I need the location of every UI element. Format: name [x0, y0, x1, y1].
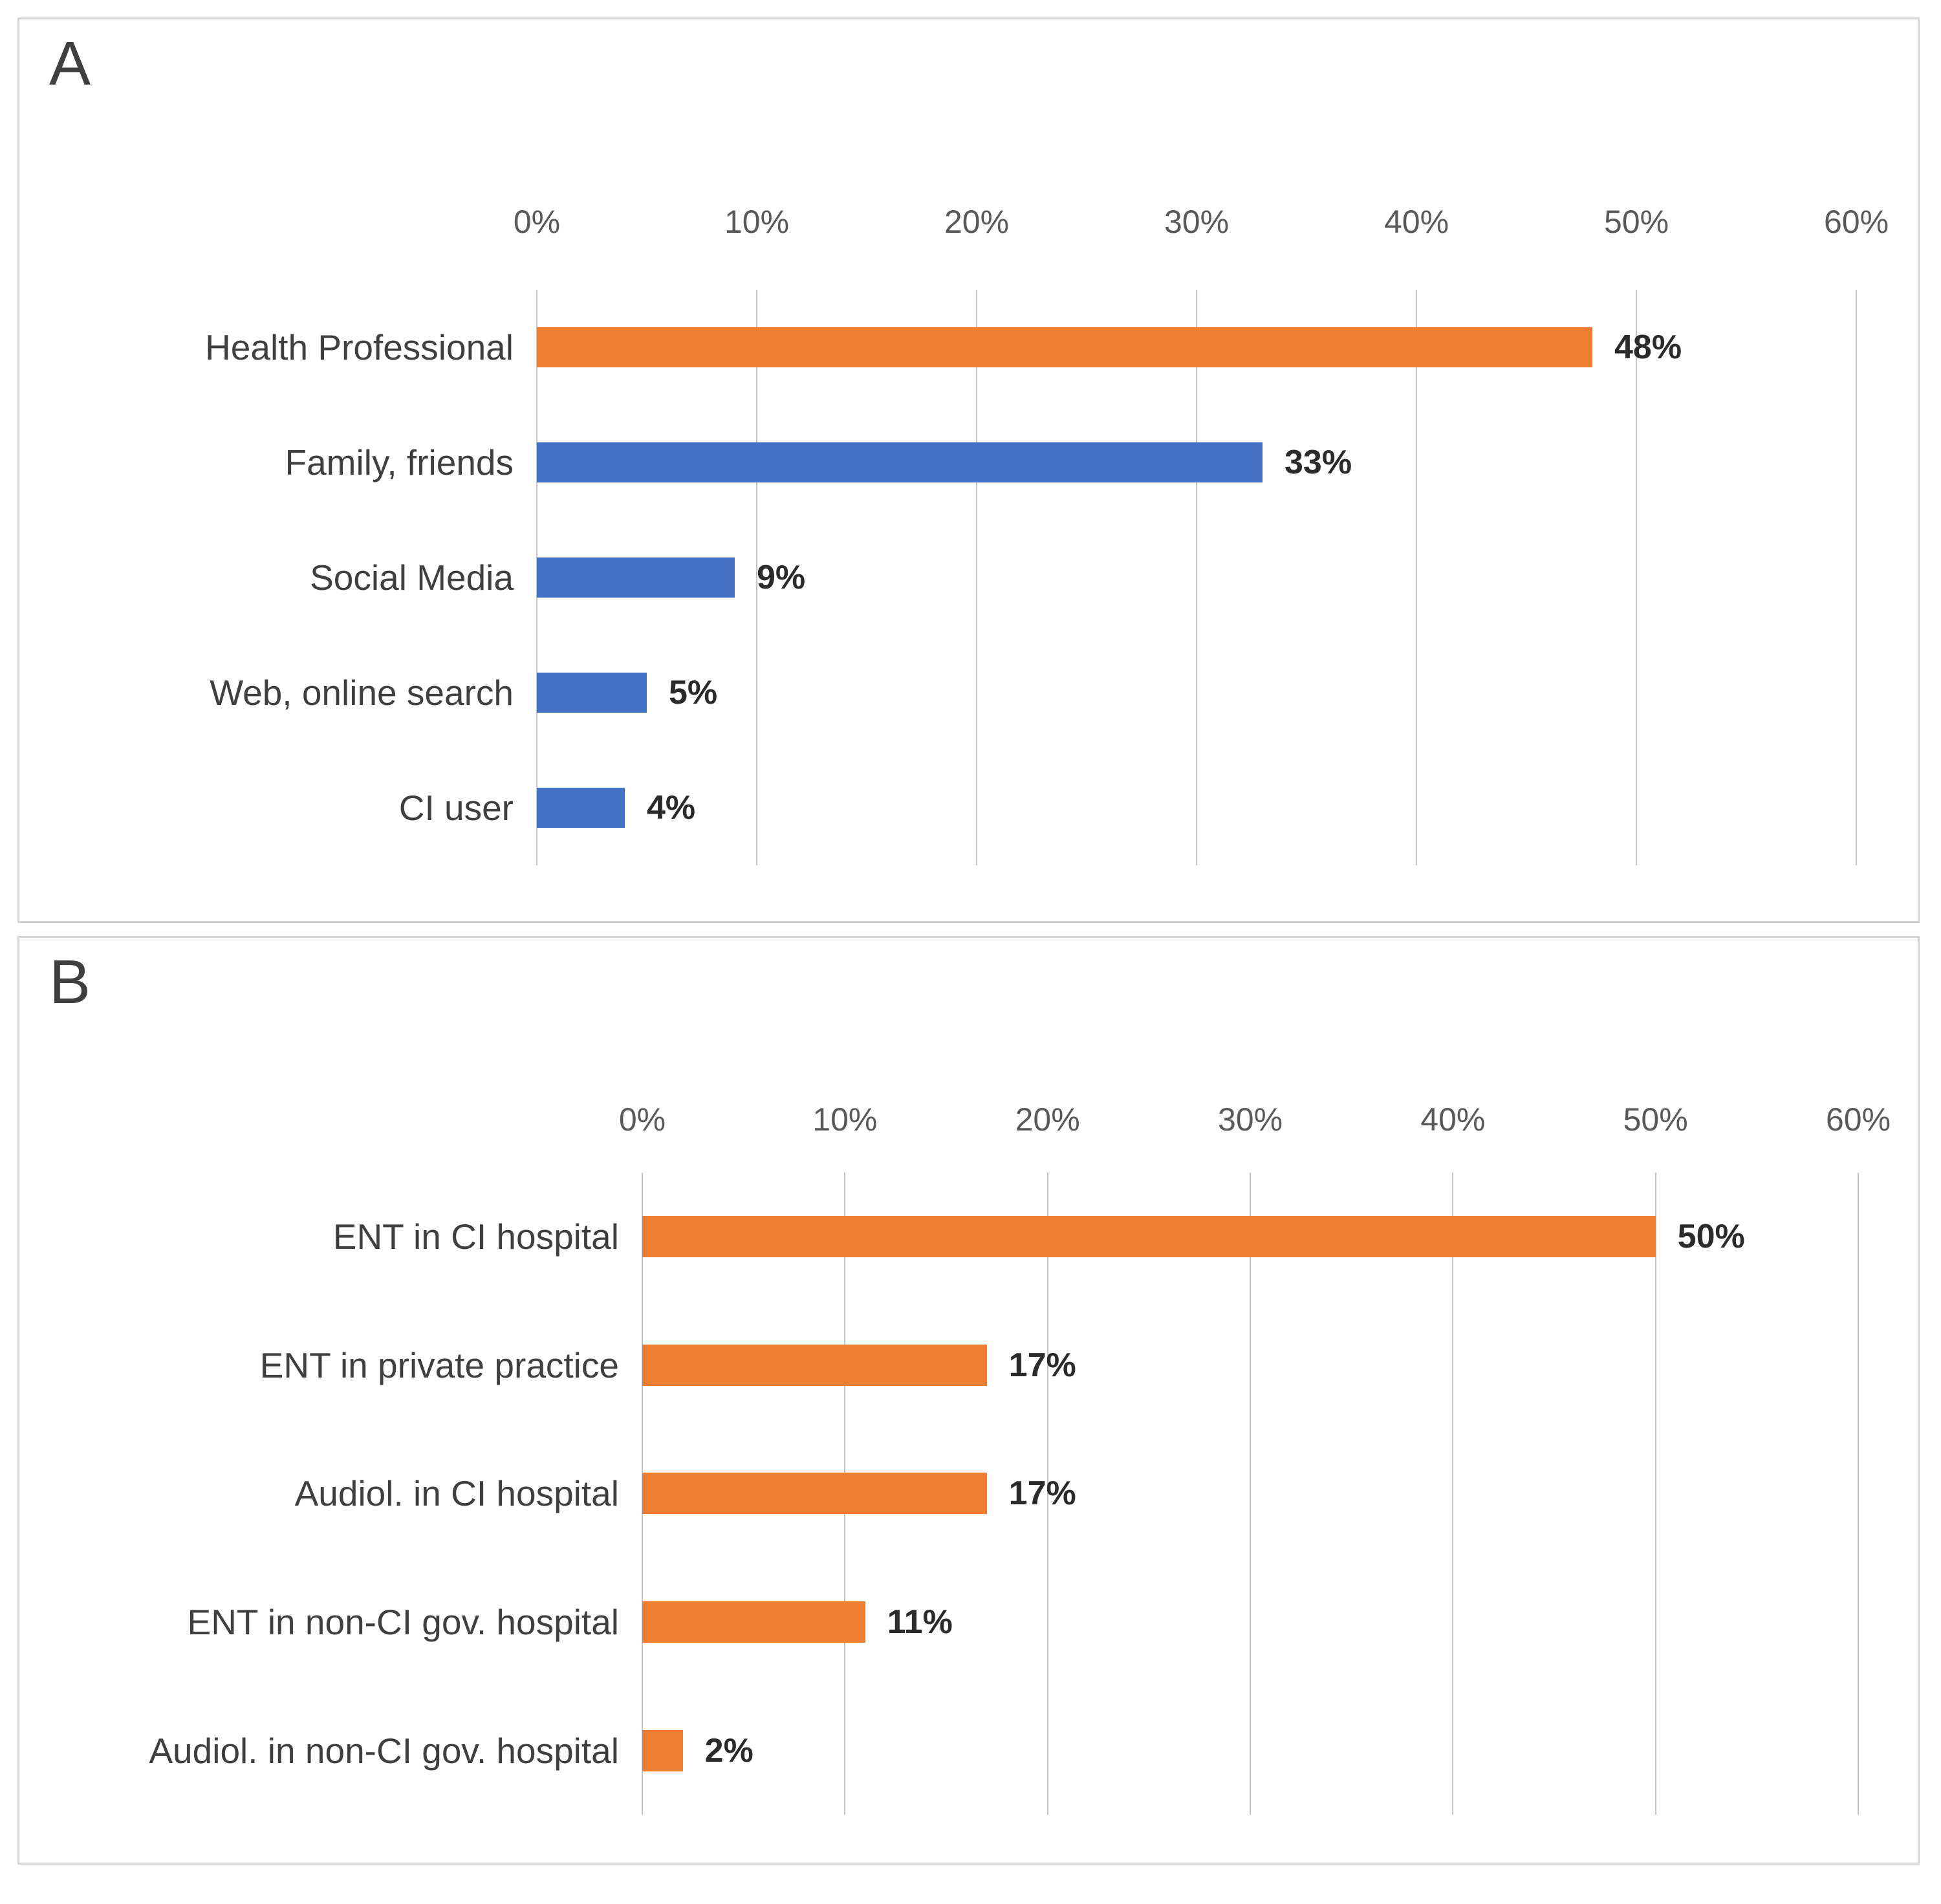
category-label: ENT in CI hospital: [332, 1217, 619, 1257]
value-label: 17%: [1008, 1346, 1076, 1384]
value-label: 11%: [887, 1603, 953, 1641]
category-label: Audiol. in non-CI gov. hospital: [149, 1730, 619, 1771]
bar: [537, 327, 1592, 367]
category-label: CI user: [398, 788, 514, 828]
gridline: [1046, 1173, 1048, 1815]
bar: [642, 1344, 987, 1386]
x-axis-tick-label: 0%: [618, 1101, 666, 1138]
category-label: Audiol. in CI hospital: [294, 1473, 619, 1514]
value-label: 33%: [1285, 444, 1352, 481]
x-axis-tick-row: 0% 10% 20% 30% 40% 50% 60%: [514, 199, 1889, 244]
bar-chart-b: 0% 10% 20% 30% 40% 50% 60% ENT in CI hospital E…: [19, 938, 1918, 1863]
category-label: Family, friends: [285, 442, 514, 482]
category-label: Social Media: [310, 557, 514, 598]
x-axis-tick-label: 40%: [1420, 1101, 1486, 1138]
gridline: [1250, 1173, 1251, 1815]
bar: [537, 788, 625, 828]
value-label: 50%: [1677, 1218, 1745, 1256]
category-label-column: ENT in CI hospital ENT in private practic…: [19, 1173, 619, 1815]
bar: [642, 1729, 683, 1771]
bar: [642, 1216, 1656, 1258]
category-label-column: Health Professional Family, friends Social…: [19, 290, 514, 865]
value-label: 48%: [1614, 329, 1682, 366]
x-axis-tick-row: 0% 10% 20% 30% 40% 50% 60%: [619, 1097, 1891, 1142]
gridline: [1636, 290, 1637, 865]
bar-row: 4%: [537, 750, 1856, 865]
gridline: [1654, 1173, 1656, 1815]
x-axis-tick-label: 10%: [812, 1101, 878, 1138]
x-axis-tick-label: 10%: [724, 204, 790, 240]
value-label: 17%: [1008, 1475, 1076, 1513]
bar-row: 2%: [642, 1686, 1858, 1815]
x-axis-tick-label: 30%: [1217, 1101, 1283, 1138]
bar: [642, 1473, 987, 1515]
bar-chart-a: 0% 10% 20% 30% 40% 50% 60% Health Professional…: [19, 19, 1918, 921]
bar-row: 17%: [642, 1429, 1858, 1558]
panel-a: A 0% 10% 20% 30% 40% 50% 60% Health Profession…: [17, 17, 1920, 923]
bar: [537, 442, 1263, 482]
x-axis-tick-label: 20%: [1015, 1101, 1080, 1138]
plot-area: 50% 17% 17% 11% 2%: [642, 1173, 1859, 1815]
bar: [642, 1601, 865, 1643]
gridline: [1858, 1173, 1859, 1815]
gridline: [976, 290, 977, 865]
x-axis-tick-label: 20%: [944, 204, 1010, 240]
x-axis-tick-label: 50%: [1603, 204, 1669, 240]
value-label: 4%: [647, 789, 696, 827]
bar-row: 17%: [642, 1301, 1858, 1430]
category-label: Web, online search: [210, 673, 514, 713]
panel-b-letter: B: [49, 947, 91, 1017]
category-label: ENT in non-CI gov. hospital: [187, 1602, 619, 1643]
panel-b: B 0% 10% 20% 30% 40% 50% 60% ENT in CI hospita…: [17, 936, 1920, 1865]
x-axis-tick-label: 50%: [1623, 1101, 1688, 1138]
value-label: 5%: [669, 674, 718, 711]
bar: [537, 557, 735, 598]
x-axis-tick-label: 40%: [1383, 204, 1449, 240]
bar-row: 9%: [537, 520, 1856, 635]
bar-row: 48%: [537, 290, 1856, 405]
x-axis-tick-label: 30%: [1164, 204, 1230, 240]
x-axis-tick-label: 0%: [513, 204, 561, 240]
value-label: 2%: [704, 1731, 754, 1769]
x-axis-tick-label: 60%: [1825, 1101, 1891, 1138]
gridline: [1196, 290, 1197, 865]
bar-row: 50%: [642, 1173, 1858, 1301]
gridline: [756, 290, 757, 865]
gridline: [1452, 1173, 1454, 1815]
bar-row: 33%: [537, 405, 1856, 520]
category-label: ENT in private practice: [259, 1345, 619, 1385]
gridline: [1416, 290, 1417, 865]
bar-row: 5%: [537, 635, 1856, 750]
gridline: [1856, 290, 1857, 865]
plot-area: 48% 33% 9% 5% 4%: [536, 290, 1857, 865]
bar: [537, 673, 647, 713]
panel-a-letter: A: [49, 29, 91, 98]
x-axis-tick-label: 60%: [1823, 204, 1889, 240]
value-label: 9%: [757, 559, 806, 596]
bar-row: 11%: [642, 1558, 1858, 1687]
category-label: Health Professional: [205, 327, 514, 367]
